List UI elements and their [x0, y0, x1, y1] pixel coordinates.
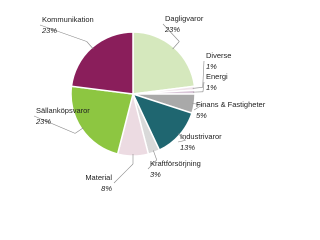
leader-line: [33, 115, 76, 134]
leader-line: [177, 133, 186, 141]
leader-line: [147, 159, 157, 170]
slice-label: Kraftförsörjning: [150, 159, 201, 168]
leader-line: [74, 127, 84, 134]
leader-line: [113, 163, 134, 184]
slice-value: 23%: [41, 26, 57, 35]
leader-line: [153, 150, 157, 160]
slice-label: Sällanköpsvaror: [36, 106, 90, 115]
leader-line: [86, 41, 94, 50]
slice-label: Diverse: [206, 51, 231, 60]
leader-line: [39, 24, 87, 42]
leader-line: [202, 60, 205, 88]
leader-line: [202, 81, 205, 92]
slice-value: 3%: [150, 170, 161, 179]
slice-value: 1%: [206, 83, 217, 92]
leader-line: [192, 103, 203, 106]
leader-line: [193, 104, 203, 111]
slice-value: 1%: [206, 62, 217, 71]
pie-slice: [70, 31, 134, 95]
leader-line: [177, 139, 186, 143]
slice-label: Energi: [206, 72, 228, 81]
leader-line: [172, 41, 180, 50]
slice-label: Industrivaror: [180, 132, 222, 141]
leader-line: [162, 23, 180, 42]
slice-value: 23%: [164, 25, 180, 34]
slice-label: Material: [85, 173, 112, 182]
slice-value: 13%: [180, 143, 195, 152]
slice-value: 23%: [35, 117, 51, 126]
slice-label: Kommunikation: [42, 15, 94, 24]
slice-value: 8%: [101, 184, 112, 193]
slice-label: Finans & Fastigheter: [196, 100, 266, 109]
slice-label: Dagligvaror: [165, 14, 204, 23]
slice-value: 5%: [196, 111, 207, 120]
leader-line: [192, 87, 203, 89]
pie-slice: [132, 31, 196, 95]
